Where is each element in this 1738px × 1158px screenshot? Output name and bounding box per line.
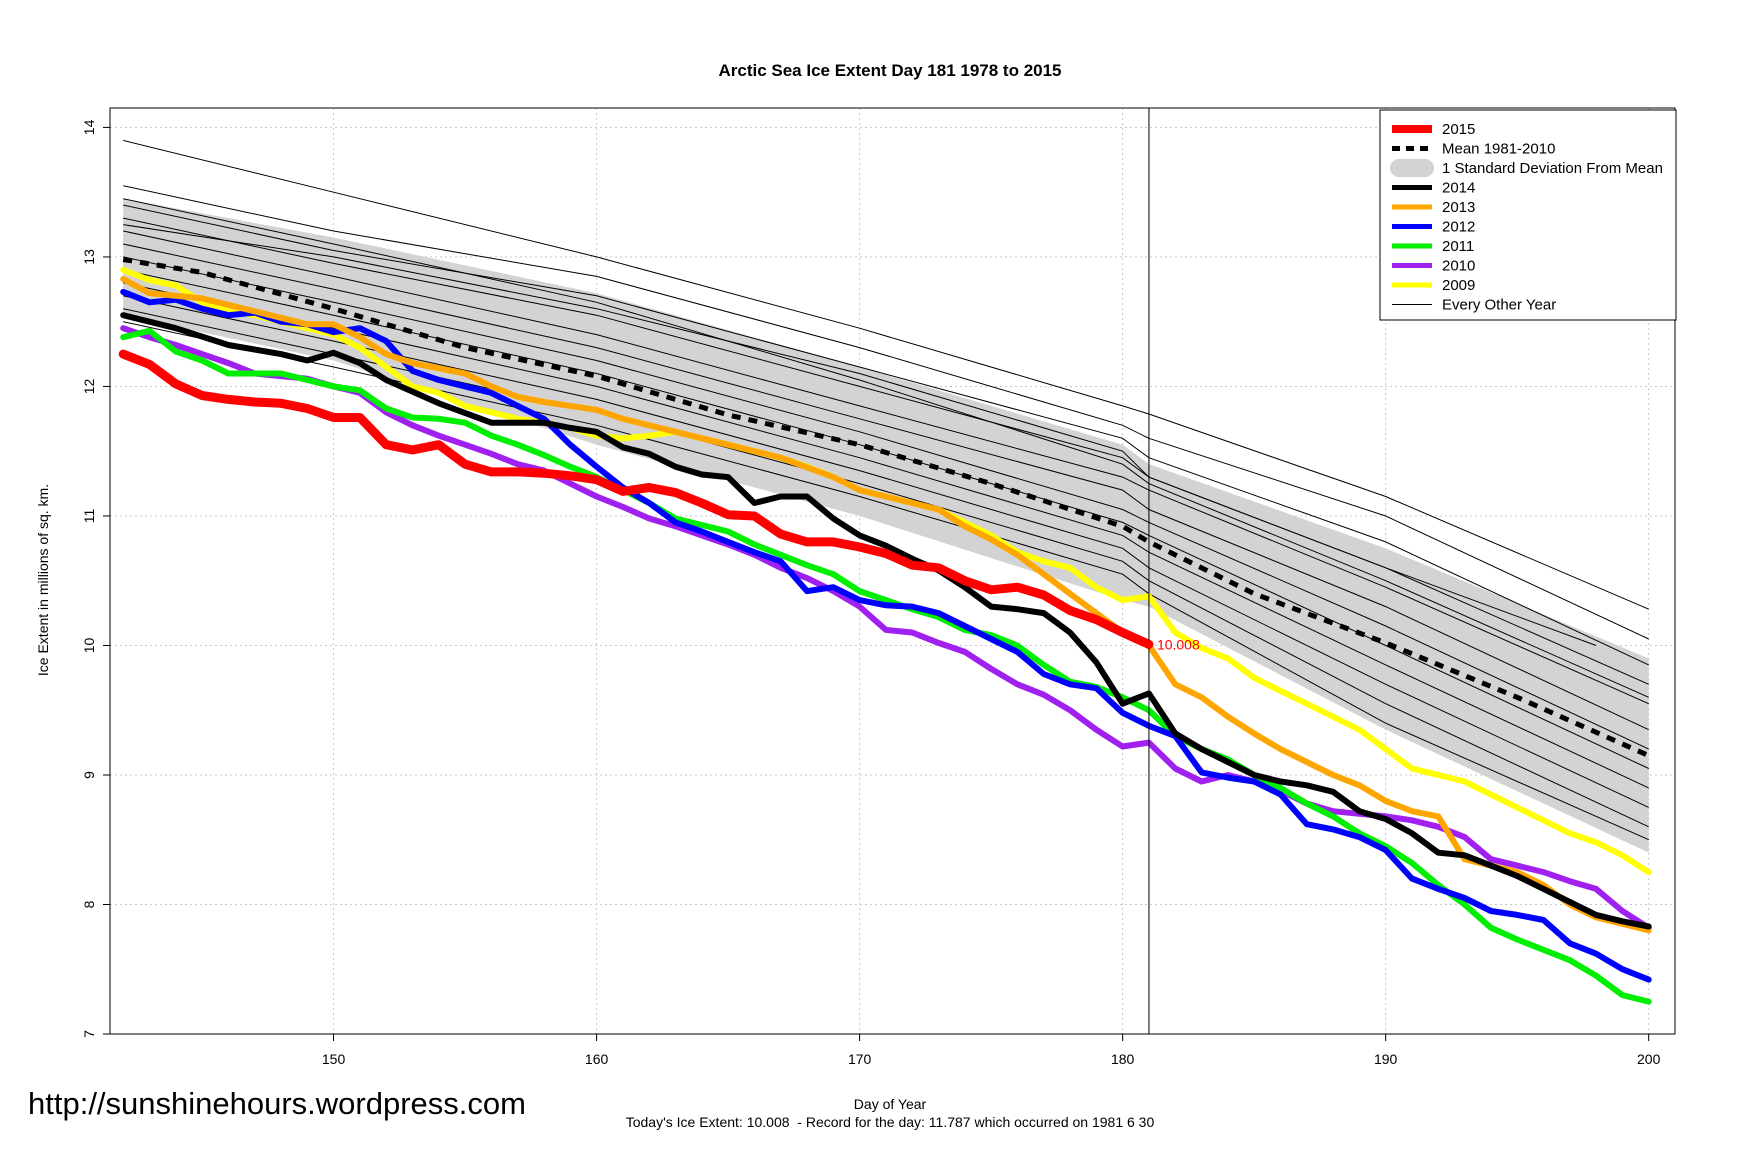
legend-label: 2014 bbox=[1442, 180, 1475, 197]
std-band bbox=[123, 198, 1649, 853]
series-line-2015 bbox=[118, 349, 1154, 649]
legend: 2015 Mean 1981-2010 1 Standard Deviation F… bbox=[1379, 109, 1677, 321]
legend-label: 2009 bbox=[1442, 277, 1475, 294]
legend-label: 2013 bbox=[1442, 199, 1475, 216]
legend-label: 2015 bbox=[1442, 121, 1475, 138]
y-tick-label: 11 bbox=[81, 508, 97, 523]
y-tick-label: 13 bbox=[81, 249, 97, 265]
mean-line bbox=[122, 257, 1650, 758]
y-tick-label: 14 bbox=[81, 119, 97, 135]
thin-series-line bbox=[123, 139, 1649, 610]
thin-series-line bbox=[123, 224, 1597, 646]
plot-frame bbox=[109, 107, 1676, 1035]
chart-subtitle: Today's Ice Extent: 10.008 - Record for … bbox=[626, 1114, 1155, 1130]
legend-label: Every Other Year bbox=[1442, 297, 1556, 314]
series-line-2011 bbox=[120, 327, 1652, 1005]
thin-series-line bbox=[123, 256, 1649, 750]
y-tick-label: 12 bbox=[81, 378, 97, 394]
x-tick-label: 180 bbox=[1111, 1051, 1135, 1067]
source-url: http://sunshinehours.wordpress.com bbox=[28, 1086, 526, 1121]
y-tick-label: 10 bbox=[81, 637, 97, 653]
thin-series-line bbox=[123, 243, 1649, 731]
thin-series-line bbox=[123, 230, 1649, 705]
legend-label: 2010 bbox=[1442, 258, 1475, 275]
thin-series-line bbox=[123, 198, 1649, 698]
y-tick-label: 9 bbox=[81, 771, 97, 779]
x-tick-label: 170 bbox=[848, 1051, 872, 1067]
series-group bbox=[118, 266, 1652, 1005]
x-tick-label: 190 bbox=[1374, 1051, 1398, 1067]
current-value-label: 10.008 bbox=[1157, 636, 1200, 652]
series-line-2013 bbox=[120, 276, 1652, 934]
x-tick-label: 200 bbox=[1637, 1051, 1661, 1067]
x-tick-label: 150 bbox=[322, 1051, 346, 1067]
legend-label: 1 Standard Deviation From Mean bbox=[1442, 160, 1663, 177]
legend-swatch bbox=[1390, 159, 1434, 177]
thin-series-line bbox=[123, 185, 1649, 640]
x-tick-label: 160 bbox=[585, 1051, 609, 1067]
std-band-area bbox=[123, 198, 1649, 853]
chart-title: Arctic Sea Ice Extent Day 181 1978 to 20… bbox=[718, 61, 1061, 80]
legend-label: 2012 bbox=[1442, 219, 1475, 236]
y-tick-label: 8 bbox=[81, 900, 97, 908]
y-tick-label: 7 bbox=[81, 1030, 97, 1038]
x-axis-label: Day of Year bbox=[854, 1096, 927, 1112]
legend-label: Mean 1981-2010 bbox=[1442, 141, 1555, 158]
thin-series-line bbox=[123, 204, 1649, 666]
y-axis-label: Ice Extent in millions of sq. km. bbox=[35, 484, 51, 676]
axes: 150 160 170 180 190 200 7 8 9 10 11 12 13 14 bbox=[81, 107, 1676, 1067]
legend-label: 2011 bbox=[1442, 238, 1474, 255]
series-line-2012 bbox=[120, 288, 1652, 983]
mean-series bbox=[122, 257, 1650, 758]
current-value-marker bbox=[1144, 640, 1153, 649]
